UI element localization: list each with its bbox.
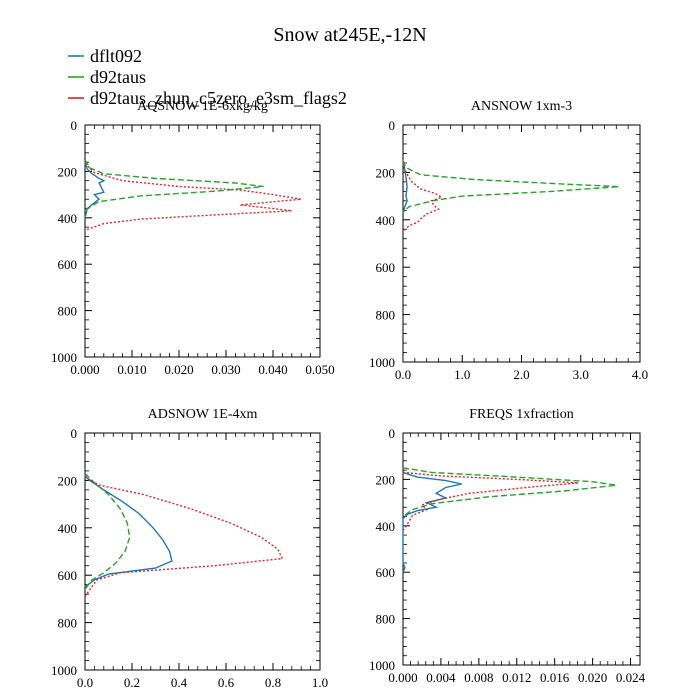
series-line-dflt092 xyxy=(84,475,173,588)
series-line-d92taus-zhun-c5zero-e3sm-flags2 xyxy=(84,476,284,597)
panel-title: ADSNOW 1E-4xm xyxy=(148,407,258,422)
series-line-d92taus-zhun-c5zero-e3sm-flags2 xyxy=(402,162,444,233)
x-tick-label: 1.0 xyxy=(312,675,328,690)
x-tick-label: 3.0 xyxy=(573,367,589,382)
plot-frame xyxy=(402,124,641,363)
series-line-dflt092 xyxy=(402,162,408,213)
x-tick-label: 0.0 xyxy=(77,675,93,690)
series-line-d92taus xyxy=(402,160,620,214)
series-line-dflt092 xyxy=(402,471,462,573)
plot-frame xyxy=(402,432,641,666)
panel-title: FREQS 1xfraction xyxy=(469,407,574,422)
y-tick-label: 600 xyxy=(376,565,396,580)
legend-label-dflt092: dflt092 xyxy=(90,46,142,66)
legend-label-d92taus: d92taus xyxy=(90,67,146,87)
series-line-d92taus xyxy=(84,472,131,590)
x-tick-label: 0.040 xyxy=(258,362,287,377)
x-tick-label: 0.0 xyxy=(395,367,411,382)
panel-2: ANSNOW 1xm-3 0.0 1.0 2.0 3.0 4.0 0 200 400 600 800… xyxy=(369,99,648,382)
series-line-d92taus-zhun-c5zero-e3sm-flags2 xyxy=(402,471,579,531)
y-tick-label: 200 xyxy=(58,473,78,488)
legend: dflt092 d92taus d92taus_zhun_c5zero_e3sm… xyxy=(68,46,347,108)
y-tick-label: 600 xyxy=(58,257,78,272)
x-tick-label: 0.016 xyxy=(540,670,570,685)
x-tick-label: 0.020 xyxy=(164,362,193,377)
series-line-d92taus xyxy=(84,159,264,214)
y-tick-label: 1000 xyxy=(369,355,395,370)
panel-title: ANSNOW 1xm-3 xyxy=(471,99,572,114)
y-tick-label: 200 xyxy=(376,472,396,487)
x-tick-label: 0.024 xyxy=(616,670,646,685)
x-tick-label: 0.020 xyxy=(578,670,607,685)
x-tick-label: 0.030 xyxy=(211,362,240,377)
y-tick-label: 800 xyxy=(58,616,78,631)
x-tick-label: 0.008 xyxy=(464,670,493,685)
y-tick-label: 0 xyxy=(389,426,396,441)
series-line-dflt092 xyxy=(84,161,106,218)
y-tick-label: 600 xyxy=(58,568,78,583)
x-tick-label: 0.2 xyxy=(124,675,140,690)
x-tick-label: 0.050 xyxy=(305,362,334,377)
x-tick-label: 1.0 xyxy=(454,367,470,382)
y-tick-label: 1000 xyxy=(51,663,77,678)
plot-frame xyxy=(84,124,321,358)
y-tick-label: 0 xyxy=(71,118,78,133)
y-tick-label: 400 xyxy=(376,213,396,228)
x-tick-label: 0.8 xyxy=(265,675,281,690)
x-tick-label: 0.000 xyxy=(388,670,417,685)
y-tick-label: 1000 xyxy=(369,658,395,673)
y-tick-label: 0 xyxy=(71,426,78,441)
panel-4: FREQS 1xfraction 0.000 0.004 0.008 0.012 0.01… xyxy=(369,407,646,685)
y-tick-label: 0 xyxy=(389,118,396,133)
x-tick-label: 0.010 xyxy=(117,362,146,377)
x-tick-label: 0.012 xyxy=(502,670,531,685)
series-line-d92taus xyxy=(402,467,617,518)
y-tick-label: 200 xyxy=(58,164,78,179)
x-tick-label: 0.000 xyxy=(70,362,99,377)
y-tick-label: 800 xyxy=(58,304,78,319)
panel-title: AQSNOW 1E-6xkg/kg xyxy=(137,99,268,114)
y-tick-label: 800 xyxy=(376,308,396,323)
y-tick-label: 1000 xyxy=(51,350,77,365)
y-tick-label: 400 xyxy=(58,211,78,226)
panel-1: AQSNOW 1E-6xkg/kg 0.000 0.010 0.020 0.030 0.0… xyxy=(51,99,335,377)
y-tick-label: 800 xyxy=(376,612,396,627)
series-line-d92taus-zhun-c5zero-e3sm-flags2 xyxy=(84,162,302,233)
plot-frame xyxy=(84,432,321,671)
x-tick-label: 4.0 xyxy=(632,367,648,382)
y-tick-label: 600 xyxy=(376,260,396,275)
panel-3: ADSNOW 1E-4xm 0.0 0.2 0.4 0.6 0.8 1.0 0 200 400 60… xyxy=(51,407,328,690)
y-tick-label: 400 xyxy=(58,521,78,536)
figure-title: Snow at245E,-12N xyxy=(273,24,426,46)
y-tick-label: 200 xyxy=(376,165,396,180)
y-tick-label: 400 xyxy=(376,519,396,534)
x-tick-label: 0.004 xyxy=(426,670,456,685)
legend-label-d92taus-zhun: d92taus_zhun_c5zero_e3sm_flags2 xyxy=(90,88,347,108)
x-tick-label: 0.6 xyxy=(218,675,235,690)
x-tick-label: 0.4 xyxy=(171,675,188,690)
x-tick-label: 2.0 xyxy=(513,367,529,382)
